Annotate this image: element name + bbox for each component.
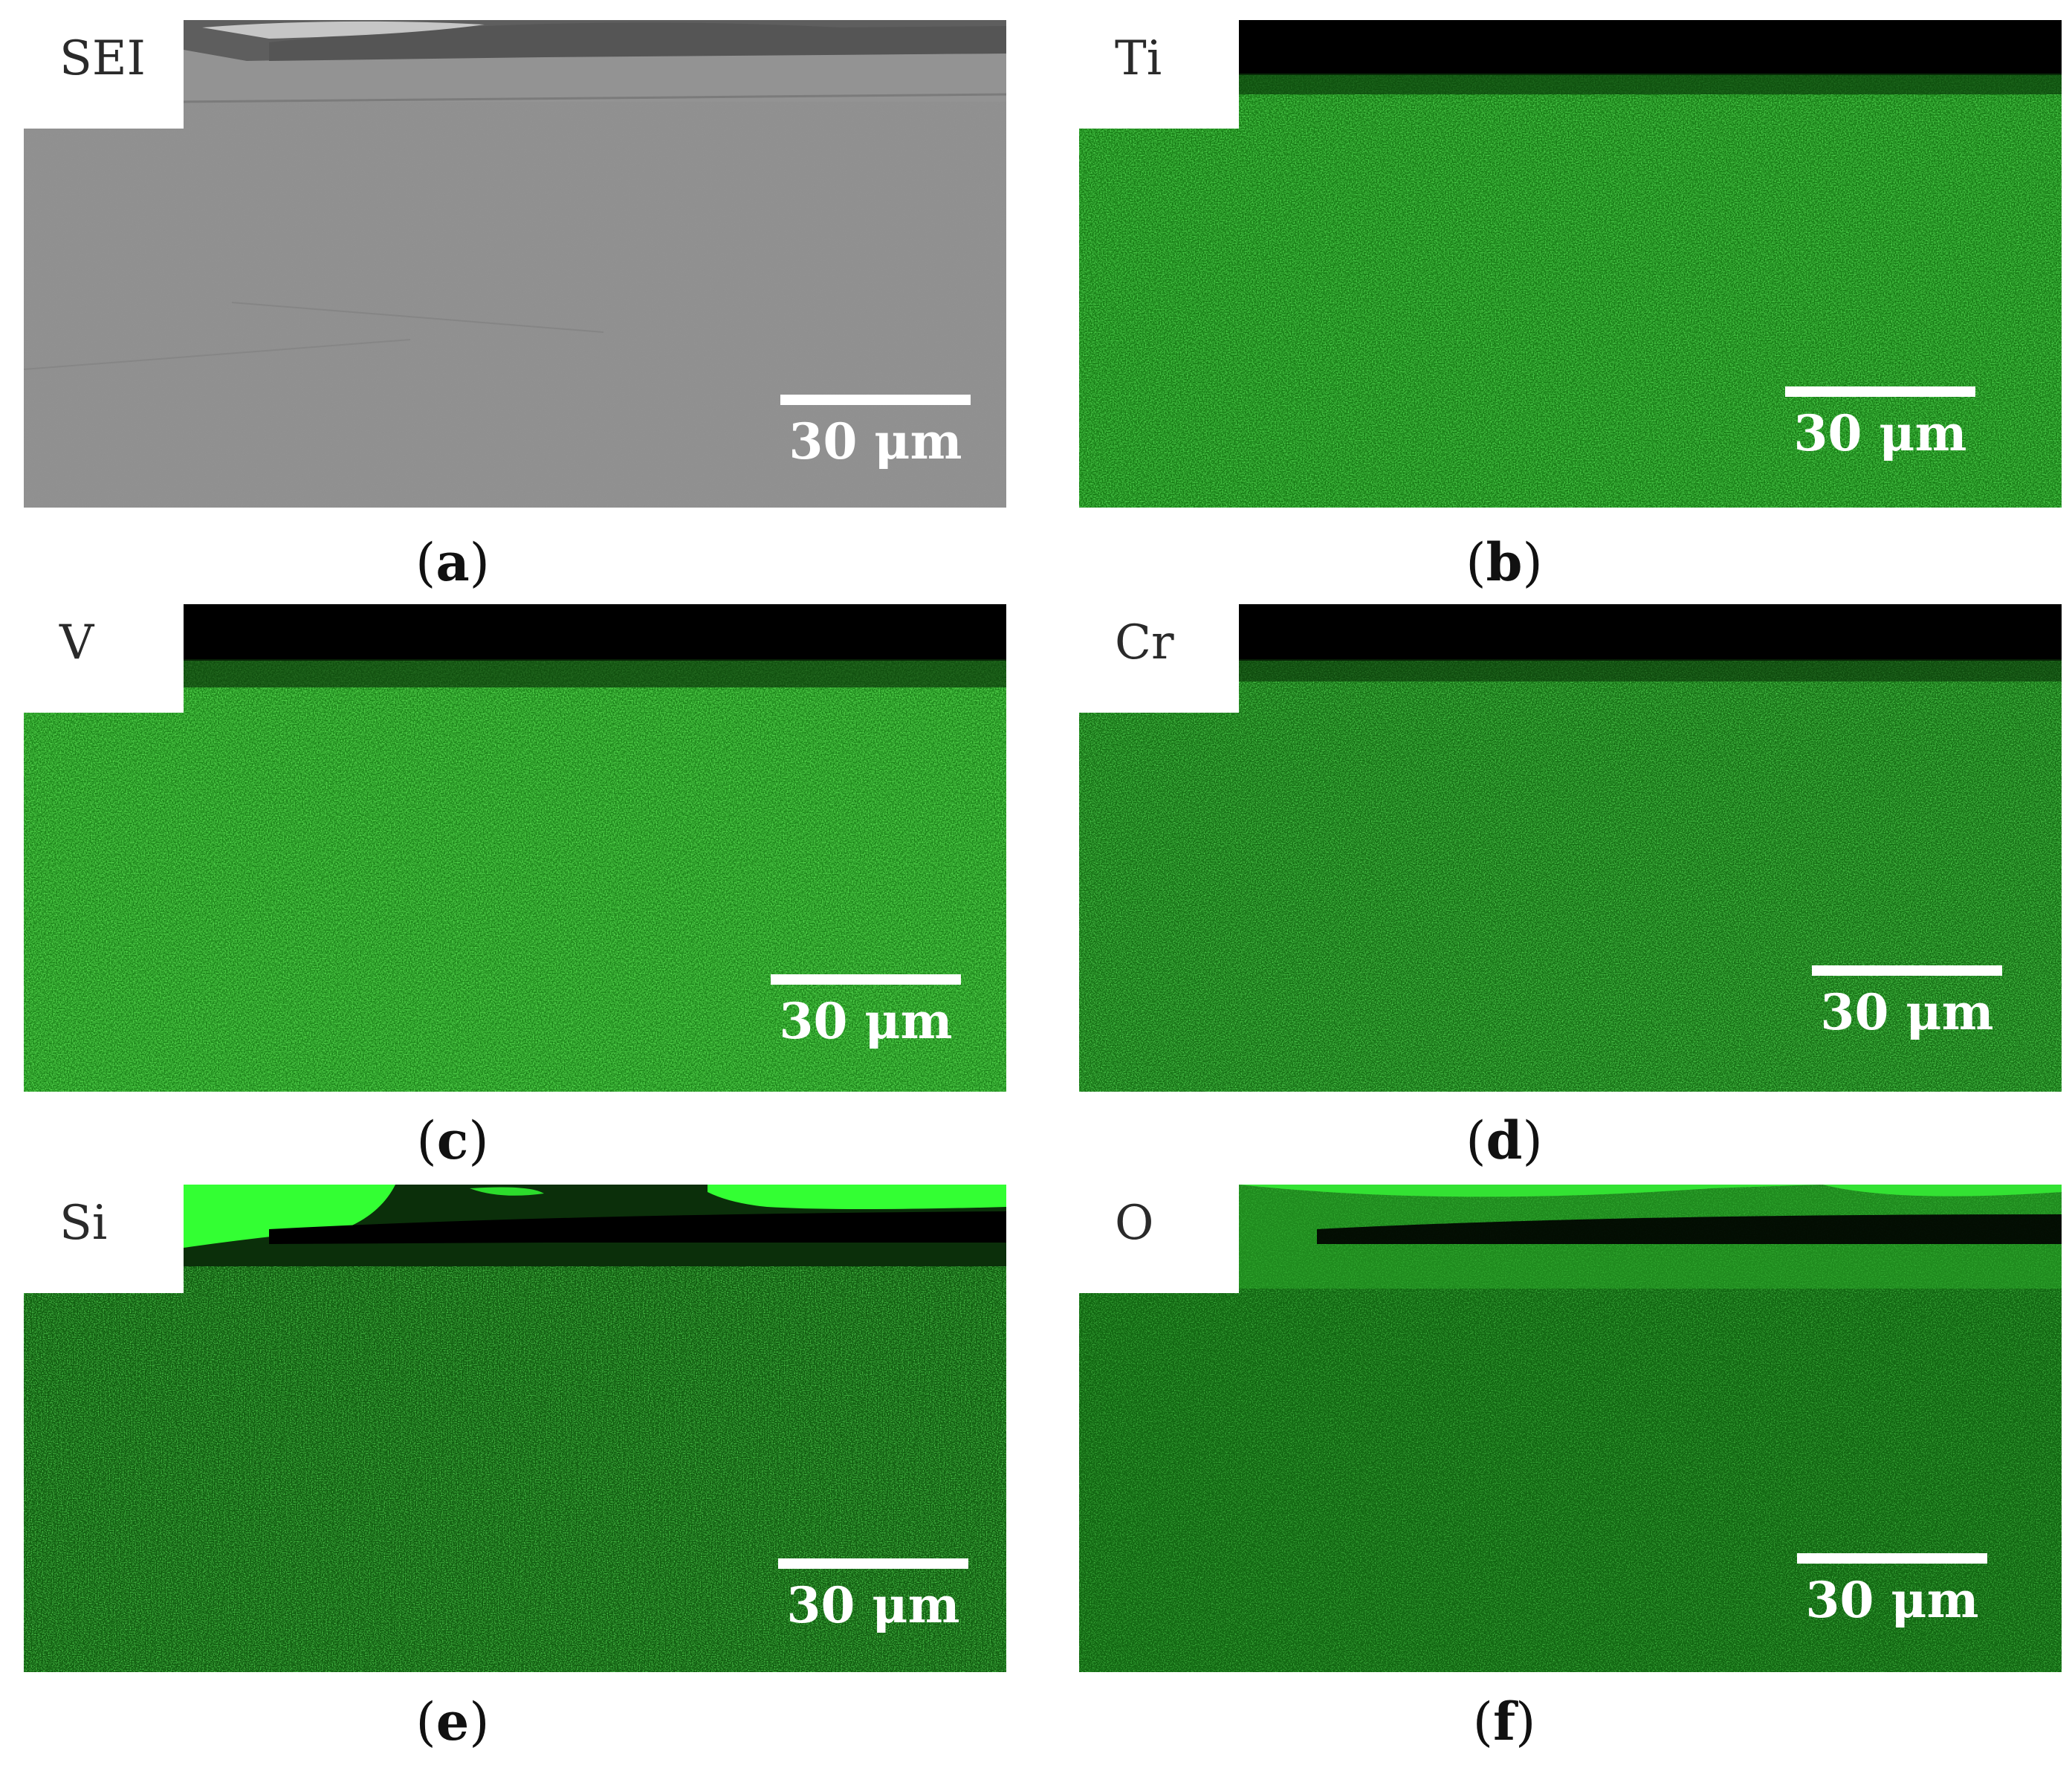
panel-label: Ti (1115, 31, 1162, 86)
scale-bar (771, 974, 961, 985)
caption-e: (e) (415, 1691, 490, 1752)
scale-bar (1812, 965, 2002, 976)
panel-d-cr-map: Cr 30 μm (1079, 604, 2062, 1092)
panel-label-box: Cr (1079, 604, 1239, 713)
scale-bar-label: 30 μm (779, 992, 953, 1050)
panel-f-o-map: O 30 μm (1079, 1185, 2062, 1672)
panel-label: O (1115, 1196, 1154, 1251)
scale-bar (1797, 1553, 1987, 1564)
caption-c: (c) (416, 1110, 489, 1171)
panel-c-v-map: V 30 μm (24, 604, 1006, 1092)
scale-bar-label: 30 μm (1820, 983, 1994, 1041)
scale-bar-label: 30 μm (1805, 1571, 1979, 1629)
eds-map-image (24, 604, 1006, 1092)
scale-bar-label: 30 μm (1793, 404, 1967, 462)
caption-d: (d) (1466, 1110, 1543, 1171)
panel-label-box: V (24, 604, 184, 713)
eds-map-image (1079, 1185, 2062, 1672)
panel-label-box: Ti (1079, 20, 1239, 129)
caption-f: (f) (1472, 1691, 1536, 1752)
panel-label-box: Si (24, 1185, 184, 1293)
panel-label: V (59, 615, 94, 670)
caption-a: (a) (415, 531, 490, 593)
scale-bar (778, 1558, 968, 1569)
panel-e-si-map: Si 30 μm (24, 1185, 1006, 1672)
scale-bar-label: 30 μm (786, 1576, 960, 1634)
caption-b: (b) (1466, 531, 1543, 593)
panel-label: Cr (1115, 615, 1174, 670)
eds-map-image (24, 1185, 1006, 1672)
scale-bar-label: 30 μm (789, 412, 962, 470)
panel-label: Si (59, 1196, 108, 1251)
panel-label-box: O (1079, 1185, 1239, 1293)
panel-label-box: SEI (24, 20, 184, 129)
scale-bar (1785, 386, 1975, 397)
sem-image (24, 20, 1006, 508)
panel-a-sei-image: SEI 30 μm (24, 20, 1006, 508)
panel-label: SEI (59, 31, 146, 86)
scale-bar (780, 395, 971, 405)
panel-b-ti-map: Ti 30 μm (1079, 20, 2062, 508)
eds-map-image (1079, 604, 2062, 1092)
eds-map-image (1079, 20, 2062, 508)
